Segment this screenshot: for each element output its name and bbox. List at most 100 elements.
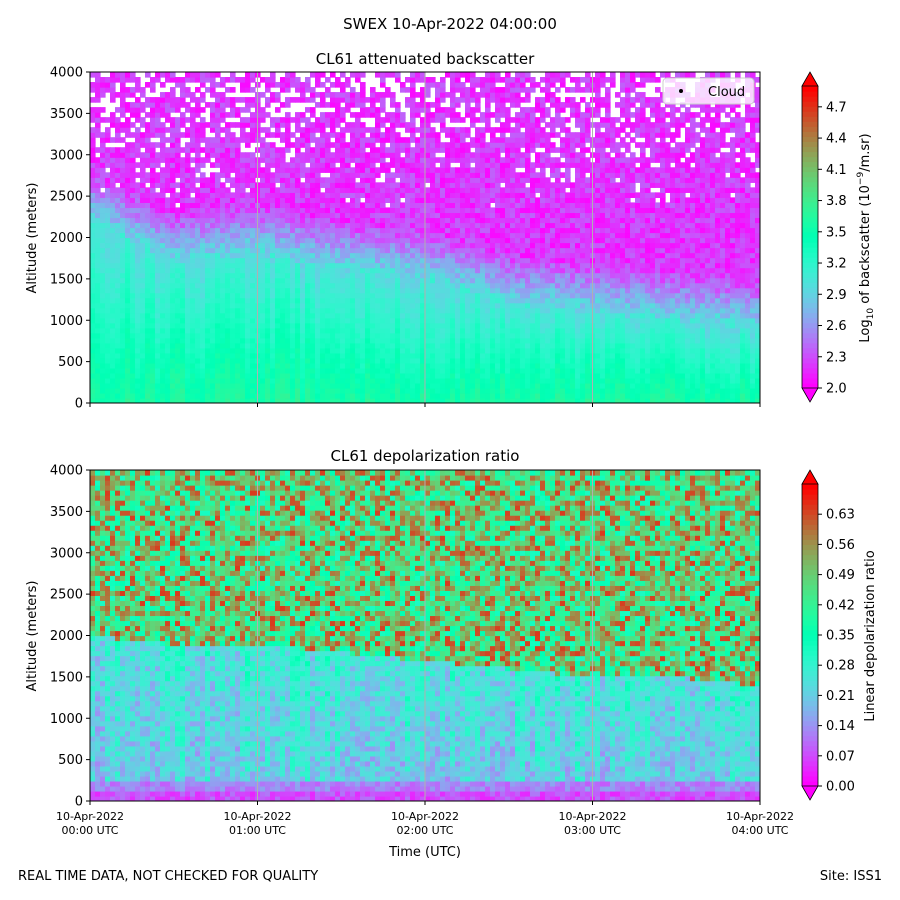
heatmap-cell (145, 187, 151, 193)
heatmap-cell (295, 217, 301, 224)
heatmap-cell (185, 222, 191, 229)
heatmap-cell (260, 212, 266, 219)
heatmap-cell (185, 322, 191, 329)
heatmap-cell (195, 227, 201, 234)
heatmap-cell (465, 272, 471, 279)
heatmap-cell (375, 392, 381, 399)
heatmap-cell (275, 287, 281, 294)
heatmap-cell (145, 202, 151, 209)
heatmap-cell (330, 202, 336, 209)
heatmap-cell (170, 322, 176, 329)
heatmap-cell (300, 367, 306, 374)
heatmap-cell (380, 232, 386, 239)
heatmap-cell (315, 327, 321, 334)
heatmap-cell (470, 307, 476, 314)
heatmap-cell (265, 77, 271, 83)
heatmap-cell (95, 157, 101, 163)
heatmap-cell (190, 157, 196, 163)
heatmap-cell (155, 347, 161, 354)
heatmap-cell (160, 367, 166, 374)
heatmap-cell (295, 352, 301, 359)
heatmap-cell (285, 302, 291, 309)
heatmap-cell (340, 132, 346, 138)
heatmap-cell (285, 182, 291, 188)
heatmap-cell (385, 277, 391, 284)
heatmap-cell (330, 167, 336, 173)
heatmap-cell (365, 137, 371, 143)
heatmap-cell (415, 222, 421, 229)
heatmap-cell (385, 347, 391, 354)
heatmap-cell (310, 97, 316, 103)
heatmap-cell (260, 347, 266, 354)
heatmap-cell (105, 227, 111, 234)
heatmap-cell (370, 317, 376, 324)
heatmap-cell (450, 252, 456, 259)
heatmap-cell (155, 172, 161, 178)
heatmap-cell (475, 392, 481, 399)
heatmap-cell (400, 182, 406, 188)
heatmap-cell (150, 307, 156, 314)
heatmap-cell (400, 167, 406, 173)
heatmap-cell (95, 77, 101, 83)
heatmap-cell (325, 297, 331, 304)
heatmap-cell (465, 367, 471, 374)
heatmap-cell (370, 292, 376, 299)
heatmap-cell (295, 247, 301, 254)
heatmap-cell (240, 347, 246, 354)
heatmap-cell (195, 97, 201, 103)
heatmap-cell (195, 87, 201, 93)
heatmap-cell (150, 302, 156, 309)
heatmap-cell (430, 397, 436, 403)
heatmap-cell (400, 257, 406, 264)
heatmap-cell (195, 347, 201, 354)
heatmap-cell (125, 177, 131, 183)
heatmap-cell (180, 177, 186, 183)
heatmap-cell (165, 152, 171, 158)
heatmap-cell (425, 292, 431, 299)
heatmap-cell (245, 337, 251, 344)
heatmap-cell (105, 222, 111, 229)
heatmap-cell (185, 217, 191, 224)
heatmap-cell (230, 77, 236, 83)
heatmap-cell (370, 172, 376, 178)
heatmap-cell (240, 192, 246, 198)
heatmap-cell (195, 72, 201, 78)
heatmap-cell (475, 322, 481, 329)
heatmap-cell (465, 182, 471, 188)
heatmap-cell (180, 187, 186, 193)
heatmap-cell (105, 237, 111, 244)
heatmap-cell (455, 72, 461, 78)
heatmap-cell (405, 97, 411, 103)
heatmap-cell (335, 282, 341, 289)
heatmap-cell (140, 157, 146, 163)
heatmap-cell (325, 182, 331, 188)
heatmap-cell (250, 87, 256, 93)
heatmap-cell (435, 362, 441, 369)
heatmap-cell (495, 107, 501, 113)
heatmap-cell (140, 167, 146, 173)
heatmap-cell (220, 287, 226, 294)
heatmap-cell (185, 102, 191, 108)
heatmap-cell (90, 227, 96, 234)
heatmap-cell (315, 152, 321, 158)
heatmap-cell (185, 212, 191, 219)
heatmap-cell (120, 307, 126, 314)
heatmap-cell (465, 292, 471, 299)
heatmap-cell (320, 317, 326, 324)
heatmap-cell (195, 167, 201, 173)
heatmap-cell (250, 397, 256, 403)
heatmap-cell (145, 252, 151, 259)
heatmap-cell (215, 287, 221, 294)
heatmap-cell (315, 122, 321, 128)
heatmap-cell (160, 147, 166, 153)
heatmap-cell (175, 132, 181, 138)
heatmap-cell (280, 267, 286, 274)
heatmap-cell (250, 317, 256, 324)
heatmap-cell (90, 172, 96, 178)
heatmap-cell (305, 352, 311, 359)
heatmap-cell (375, 347, 381, 354)
heatmap-cell (380, 102, 386, 108)
heatmap-cell (470, 117, 476, 123)
heatmap-cell (335, 172, 341, 178)
heatmap-cell (380, 347, 386, 354)
